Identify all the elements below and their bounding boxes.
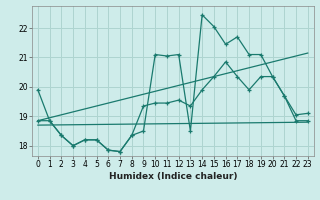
X-axis label: Humidex (Indice chaleur): Humidex (Indice chaleur) [108,172,237,181]
